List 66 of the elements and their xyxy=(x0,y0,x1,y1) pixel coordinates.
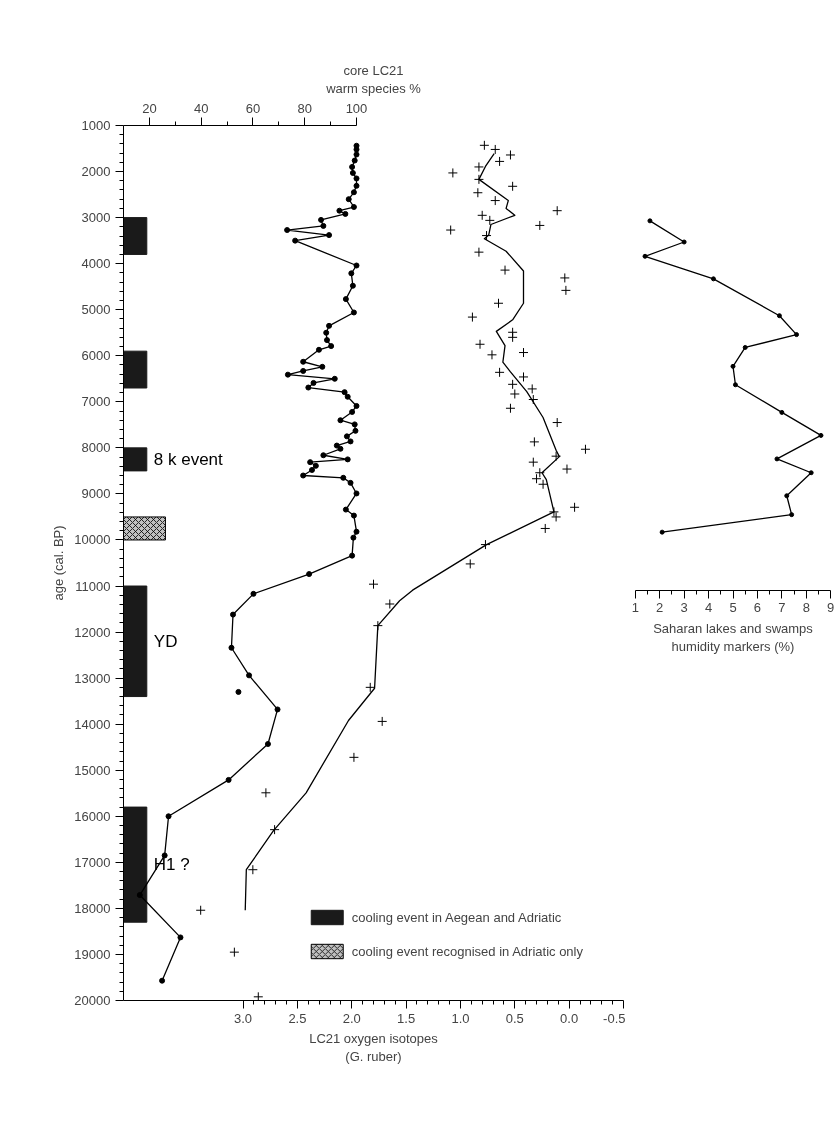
x-tick-label: 2.0 xyxy=(342,1010,361,1026)
x2-axis-title: core LC21 warm species % xyxy=(325,62,422,96)
legend-label: cooling event in Aegean and Adriatic xyxy=(351,909,562,925)
point xyxy=(779,409,785,415)
y-tick-label: 2000 xyxy=(81,164,111,180)
y-tick-label: 18000 xyxy=(74,900,111,916)
point xyxy=(710,276,716,282)
y-tick-label: 13000 xyxy=(74,670,111,686)
y-tick-label: 9000 xyxy=(81,486,111,502)
x-tick-label: 6 xyxy=(753,600,762,616)
x-tick-label: 1 xyxy=(631,600,639,616)
point xyxy=(818,432,824,438)
x2-tick-label: 80 xyxy=(297,100,312,116)
point xyxy=(642,253,648,259)
y-tick-label: 8000 xyxy=(81,440,111,456)
y-axis-title: age (cal. BP) xyxy=(51,525,67,601)
point xyxy=(789,512,795,518)
point xyxy=(730,363,736,369)
y-tick-label: 4000 xyxy=(81,256,111,272)
x-tick-label: 0.5 xyxy=(505,1010,524,1026)
y-tick-label: 12000 xyxy=(74,624,111,640)
x-tick-label: 1.0 xyxy=(451,1010,470,1026)
y-tick-label: 3000 xyxy=(81,210,111,226)
y-tick-label: 20000 xyxy=(74,993,111,1008)
y-tick-label: 6000 xyxy=(81,348,111,364)
x-tick-label: 5 xyxy=(729,600,737,616)
y-tick-label: 7000 xyxy=(81,394,111,410)
x2-tick-label: 40 xyxy=(193,100,209,116)
y-tick-label: 14000 xyxy=(74,716,111,732)
x-tick-label: 8 xyxy=(802,600,810,616)
point xyxy=(681,239,687,245)
y-tick-label: 5000 xyxy=(81,302,111,318)
point xyxy=(774,456,780,462)
x-tick-label: 2.5 xyxy=(288,1010,307,1026)
annotation: YD xyxy=(153,631,178,651)
y-tick-label: 10000 xyxy=(74,532,111,548)
x-tick-label: 0.0 xyxy=(560,1010,579,1026)
x-tick-label: 3.0 xyxy=(234,1010,253,1026)
y-tick-label: 19000 xyxy=(74,946,111,962)
x-tick-label: 1.5 xyxy=(397,1010,416,1026)
point xyxy=(784,493,790,499)
point xyxy=(808,470,814,476)
x-axis-title: Saharan lakes and swamps humidity markers (%) xyxy=(653,620,814,654)
x-tick-label: 9 xyxy=(827,600,835,616)
legend-label: cooling event recognised in Adriatic only xyxy=(351,943,583,959)
y-tick-label: 15000 xyxy=(74,762,111,778)
point xyxy=(659,529,665,535)
x-axis-title: LC21 oxygen isotopes (G. ruber) xyxy=(309,1030,439,1064)
point xyxy=(732,382,738,388)
point xyxy=(647,218,653,224)
y-tick-label: 16000 xyxy=(74,808,111,824)
y-tick-label: 1000 xyxy=(81,118,111,133)
x2-tick-label: 60 xyxy=(245,100,261,116)
annotation: 8 k event xyxy=(153,449,224,469)
point xyxy=(776,313,782,319)
x2-tick-label: 100 xyxy=(345,100,368,116)
x-tick-label: -0.5 xyxy=(603,1010,626,1026)
x-tick-label: 4 xyxy=(704,600,713,616)
point xyxy=(794,332,800,338)
x-tick-label: 2 xyxy=(656,600,664,616)
point xyxy=(742,344,748,350)
x-tick-label: 7 xyxy=(778,600,786,616)
x-tick-label: 3 xyxy=(680,600,688,616)
y-tick-label: 11000 xyxy=(75,578,111,594)
y-tick-label: 17000 xyxy=(74,854,111,870)
x2-tick-label: 20 xyxy=(142,100,157,116)
